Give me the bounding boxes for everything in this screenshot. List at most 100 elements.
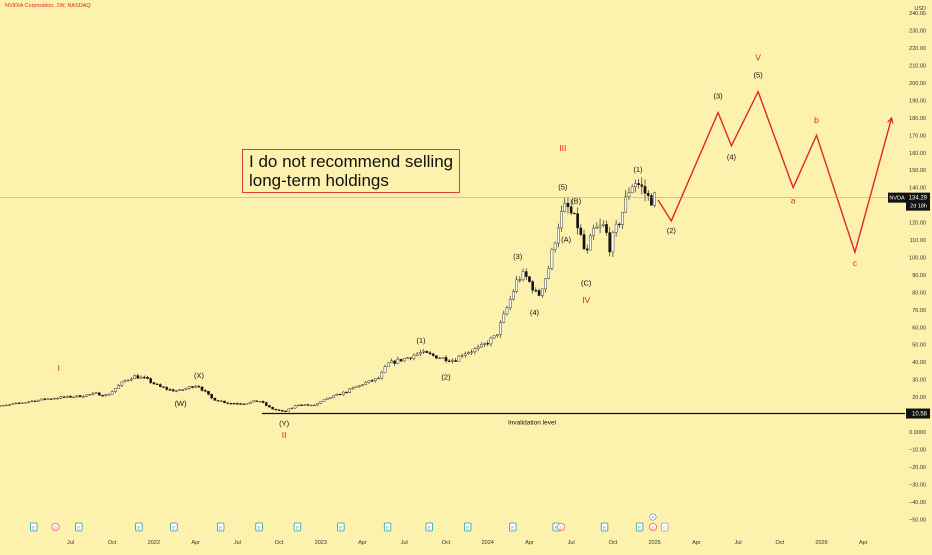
candle-body bbox=[98, 392, 101, 396]
y-tick-label: 200.00 bbox=[909, 81, 926, 87]
candle-body bbox=[27, 401, 31, 403]
candle-body bbox=[409, 357, 412, 359]
candle-body bbox=[300, 404, 303, 406]
candle-body bbox=[531, 281, 534, 291]
candle-body bbox=[75, 395, 79, 398]
candle-body bbox=[293, 405, 297, 409]
candle-body bbox=[78, 395, 82, 398]
candle-body bbox=[184, 388, 188, 390]
candle-body bbox=[91, 392, 95, 395]
candle-body bbox=[325, 397, 329, 400]
candle-body bbox=[630, 186, 634, 193]
y-tick-label: 60.00 bbox=[912, 325, 926, 331]
candle-body bbox=[284, 410, 287, 412]
wave-label: (4) bbox=[530, 308, 540, 317]
candle-body bbox=[341, 391, 345, 396]
dividend-marker bbox=[51, 523, 60, 532]
y-tick-label: 230.00 bbox=[909, 29, 926, 35]
candles-group bbox=[0, 177, 656, 412]
wave-projection-line bbox=[657, 89, 893, 255]
candle-body bbox=[33, 400, 37, 402]
y-tick-label: 100.00 bbox=[909, 255, 926, 261]
earnings-marker bbox=[463, 522, 472, 532]
candle-body bbox=[69, 395, 72, 398]
invalidation-value: 10.58 bbox=[912, 412, 928, 418]
event-marker-label: E bbox=[172, 526, 175, 531]
candle-body bbox=[175, 390, 178, 392]
candle-body bbox=[101, 395, 104, 397]
bar-countdown: 2d 18h bbox=[910, 204, 927, 210]
candle-body bbox=[133, 375, 136, 380]
wave-label: (2) bbox=[441, 373, 451, 382]
candle-body bbox=[393, 360, 396, 364]
candle-body bbox=[496, 334, 499, 336]
candle-body bbox=[216, 400, 220, 402]
candle-body bbox=[422, 350, 425, 353]
candle-body bbox=[653, 192, 656, 206]
candle-body bbox=[640, 184, 644, 187]
candle-body bbox=[322, 399, 326, 402]
candle-body bbox=[178, 389, 181, 391]
wave-label: IV bbox=[582, 295, 590, 305]
wave-labels-group: I(W)(X)(Y)II(1)(2)(3)(4)III(5)(B)(A)(C)I… bbox=[58, 52, 858, 440]
event-marker-label: F bbox=[663, 526, 666, 531]
event-marker-label: E bbox=[32, 526, 35, 531]
earnings-marker bbox=[30, 522, 38, 532]
x-tick-label: Apr bbox=[191, 540, 200, 546]
candle-body bbox=[1, 405, 5, 407]
candle-body bbox=[618, 223, 621, 226]
event-marker-label: E bbox=[258, 526, 261, 531]
candle-body bbox=[335, 393, 339, 396]
x-tick-label: Apr bbox=[692, 540, 701, 546]
y-tick-label: 170.00 bbox=[909, 133, 926, 139]
candle-body bbox=[415, 353, 419, 356]
candle-body bbox=[142, 376, 146, 379]
candle-body bbox=[621, 211, 624, 225]
x-tick-label: Jul bbox=[735, 540, 742, 546]
candle-body bbox=[130, 378, 133, 381]
candle-body bbox=[483, 343, 486, 345]
candle-body bbox=[88, 394, 92, 396]
candle-body bbox=[303, 404, 307, 406]
candle-body bbox=[505, 307, 509, 315]
candle-body bbox=[123, 380, 127, 383]
candle-body bbox=[412, 355, 416, 359]
candle-body bbox=[56, 398, 59, 400]
y-tick-label: −20.00 bbox=[909, 465, 926, 471]
candle-body bbox=[14, 402, 18, 404]
candle-body bbox=[508, 299, 512, 309]
candle-body bbox=[370, 380, 374, 382]
candle-body bbox=[239, 403, 242, 405]
candle-body bbox=[264, 402, 268, 406]
candle-body bbox=[162, 386, 165, 388]
candle-body bbox=[165, 387, 169, 390]
y-tick-label: 80.00 bbox=[912, 290, 926, 296]
candle-body bbox=[30, 400, 34, 402]
event-marker-label: E bbox=[428, 526, 431, 531]
candle-body bbox=[540, 288, 544, 296]
candle-body bbox=[518, 279, 522, 281]
candle-body bbox=[11, 403, 14, 405]
y-tick-label: 90.00 bbox=[912, 273, 926, 279]
candle-body bbox=[646, 192, 650, 196]
candle-body bbox=[261, 401, 265, 403]
y-tick-label: 40.00 bbox=[912, 360, 926, 366]
candle-body bbox=[406, 357, 409, 359]
candle-body bbox=[297, 404, 300, 406]
current-price-value: 134.29 bbox=[909, 196, 928, 202]
candle-body bbox=[85, 394, 88, 397]
candle-body bbox=[502, 313, 506, 323]
event-marker-label: E bbox=[638, 526, 641, 531]
candle-body bbox=[37, 399, 40, 402]
candle-body bbox=[309, 404, 313, 407]
wave-arrowhead bbox=[887, 116, 894, 124]
candle-body bbox=[287, 408, 291, 412]
y-tick-label: −30.00 bbox=[909, 482, 926, 488]
callout-line-2: long-term holdings bbox=[249, 171, 389, 190]
candle-body bbox=[277, 409, 281, 411]
wave-label: (5) bbox=[754, 71, 764, 80]
y-tick-label: 190.00 bbox=[909, 98, 926, 104]
candle-body bbox=[608, 232, 611, 253]
